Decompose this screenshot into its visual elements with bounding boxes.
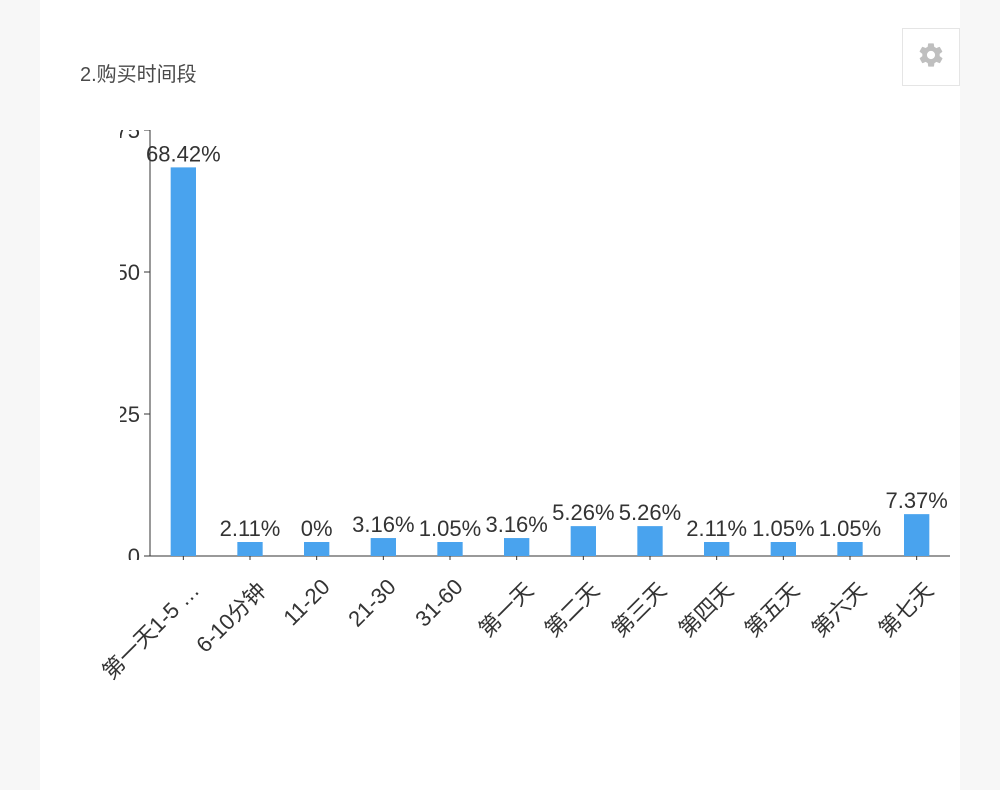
bar	[704, 542, 729, 556]
bar-value-label: 2.11%	[220, 516, 281, 541]
bar	[571, 526, 596, 556]
bar-value-label: 3.16%	[485, 512, 547, 537]
bar	[371, 538, 396, 556]
bar-chart: 025507568.42%2.11%0%3.16%1.05%3.16%5.26%…	[120, 130, 950, 560]
y-tick-label: 0	[128, 544, 140, 560]
bar	[837, 542, 862, 556]
chart-card: 2.购买时间段 025507568.42%2.11%0%3.16%1.05%3.…	[40, 0, 960, 790]
bar	[504, 538, 529, 556]
y-tick-label: 50	[120, 260, 140, 285]
bar	[637, 526, 662, 556]
bar-value-label: 5.26%	[619, 500, 681, 525]
bar-value-label: 0%	[301, 516, 333, 541]
gear-icon	[917, 41, 945, 74]
y-tick-label: 75	[120, 130, 140, 143]
bar-value-label: 68.42%	[146, 141, 221, 166]
bar	[904, 514, 929, 556]
bar-value-label: 7.37%	[885, 488, 947, 513]
bar	[171, 167, 196, 556]
bar	[304, 542, 329, 556]
x-axis-labels: 第一天1-5 …6-10分钟11-2021-3031-60第一天第二天第三天第四…	[120, 562, 950, 762]
bar	[437, 542, 462, 556]
bar	[237, 542, 262, 556]
y-tick-label: 25	[120, 402, 140, 427]
bar-value-label: 5.26%	[552, 500, 614, 525]
settings-button[interactable]	[902, 28, 960, 86]
bar-value-label: 2.11%	[686, 516, 747, 541]
bar	[771, 542, 796, 556]
bar-value-label: 1.05%	[819, 516, 881, 541]
chart-title: 2.购买时间段	[80, 58, 197, 87]
bar-value-label: 1.05%	[419, 516, 481, 541]
bar-value-label: 1.05%	[752, 516, 814, 541]
bar-value-label: 3.16%	[352, 512, 414, 537]
